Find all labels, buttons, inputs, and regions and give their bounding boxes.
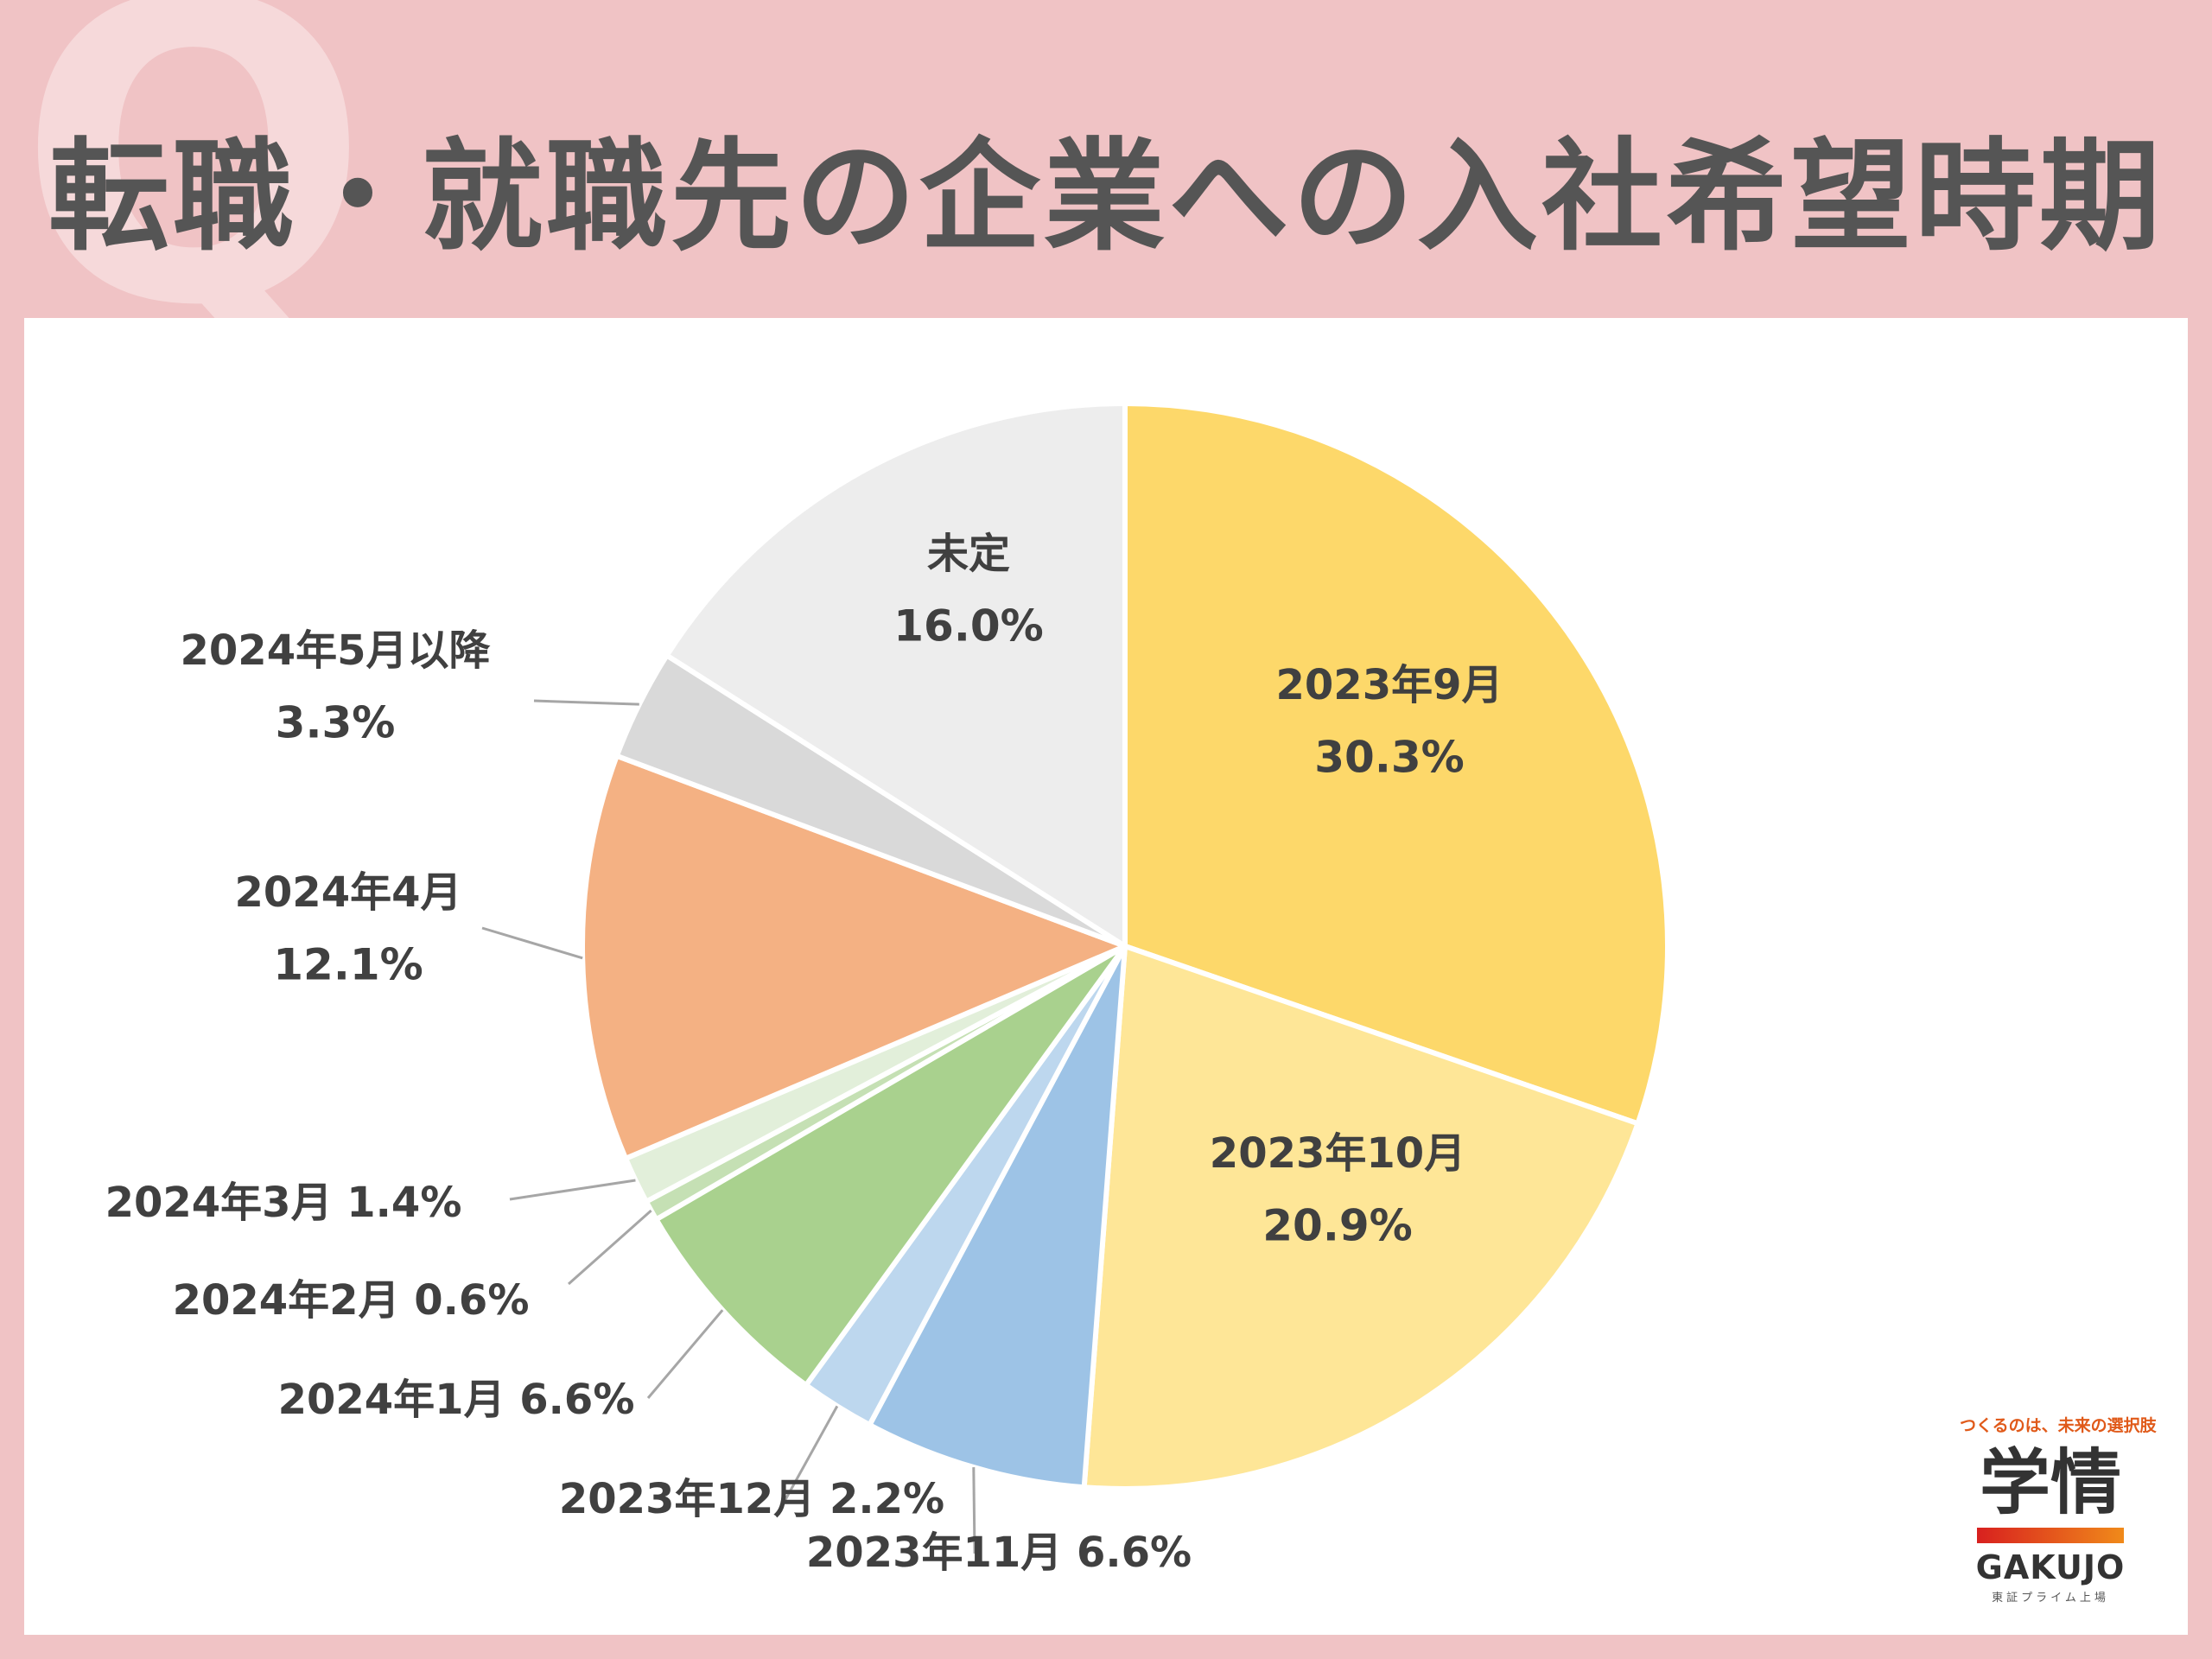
slice-label-2: 2023年11月 6.6% xyxy=(806,1529,1192,1577)
chart-panel: 2023年9月 30.3% 2023年10月 20.9% 2023年11月 6.6% 20… xyxy=(24,318,2188,1635)
pie-slice-1 xyxy=(1081,944,1641,1491)
q-watermark: Q xyxy=(17,0,371,397)
leader-line-3 xyxy=(777,1405,839,1513)
pie-slice-9 xyxy=(664,401,1128,949)
slice-label-7: 2024年4月 xyxy=(235,868,462,917)
leader-line-8 xyxy=(533,699,639,706)
slice-value-1: 20.9% xyxy=(1262,1201,1412,1251)
slice-label-1: 2023年10月 xyxy=(1210,1129,1465,1178)
logo-mark: 学情 xyxy=(1979,1442,2121,1524)
logo-tagline: つくるのは、未来の選択肢 xyxy=(1960,1416,2157,1435)
slice-label-8: 2024年5月以降 xyxy=(181,626,492,675)
page-title: 転職・就職先の企業への入社希望時期 xyxy=(48,127,2164,268)
slice-label-9: 未定 xyxy=(927,530,1010,578)
pie-slice-2 xyxy=(867,944,1128,1491)
slice-label-6: 2024年3月 1.4% xyxy=(105,1179,462,1227)
slice-label-5: 2024年2月 0.6% xyxy=(173,1276,530,1325)
pie-slice-4 xyxy=(653,944,1128,1389)
slice-value-8: 3.3% xyxy=(276,698,396,748)
logo-english: GAKUJO xyxy=(1975,1548,2126,1587)
pie-slice-0 xyxy=(1122,401,1670,1127)
slice-value-9: 16.0% xyxy=(893,601,1043,652)
logo-bar xyxy=(1977,1528,2124,1544)
slice-label-4: 2024年1月 6.6% xyxy=(278,1376,635,1424)
pie-chart: 2023年9月 30.3% 2023年10月 20.9% 2023年11月 6.6% 20… xyxy=(105,401,1670,1577)
logo-subtext: 東証プライム上場 xyxy=(1992,1592,2109,1605)
leader-line-6 xyxy=(509,1179,636,1201)
slice-label-0: 2023年9月 xyxy=(1276,661,1503,709)
leader-line-2 xyxy=(972,1467,976,1554)
slice-value-0: 30.3% xyxy=(1314,733,1464,783)
pie-slice-7 xyxy=(580,753,1128,1161)
gakujo-logo: つくるのは、未来の選択肢 学情 GAKUJO 東証プライム上場 xyxy=(1960,1413,2157,1629)
slice-value-7: 12.1% xyxy=(273,940,423,990)
slice-label-3: 2023年12月 2.2% xyxy=(559,1475,944,1523)
leader-line-4 xyxy=(646,1309,724,1399)
leader-line-7 xyxy=(481,926,583,960)
leader-line-5 xyxy=(568,1209,652,1286)
